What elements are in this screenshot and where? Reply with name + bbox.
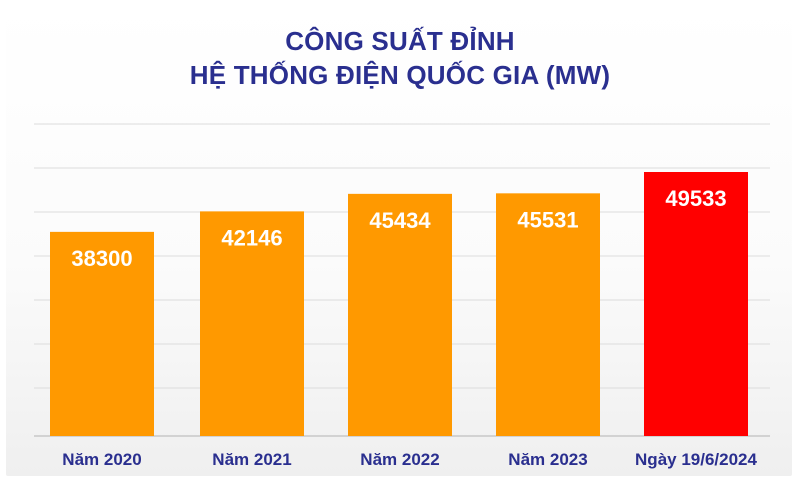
bar-0 xyxy=(50,231,154,436)
x-tick-label-2: Năm 2022 xyxy=(360,450,439,469)
x-tick-label-1: Năm 2021 xyxy=(212,450,291,469)
x-tick-label-0: Năm 2020 xyxy=(62,450,141,469)
chart-title-line-2: HỆ THỐNG ĐIỆN QUỐC GIA (MW) xyxy=(189,60,611,90)
bar-4 xyxy=(644,172,748,436)
data-label-1: 42146 xyxy=(221,225,282,250)
bar-2 xyxy=(348,193,452,436)
x-tick-label-3: Năm 2023 xyxy=(508,450,587,469)
data-label-3: 45531 xyxy=(517,207,578,232)
x-tick-label-4: Ngày 19/6/2024 xyxy=(635,450,757,469)
bar-1 xyxy=(200,211,304,436)
data-label-4: 49533 xyxy=(665,186,726,211)
chart-title: CÔNG SUẤT ĐỈNH HỆ THỐNG ĐIỆN QUỐC GIA (M… xyxy=(0,24,800,92)
bar-3 xyxy=(496,193,600,436)
chart-title-line-1: CÔNG SUẤT ĐỈNH xyxy=(285,26,515,56)
data-label-2: 45434 xyxy=(369,208,431,233)
data-label-0: 38300 xyxy=(71,246,132,271)
